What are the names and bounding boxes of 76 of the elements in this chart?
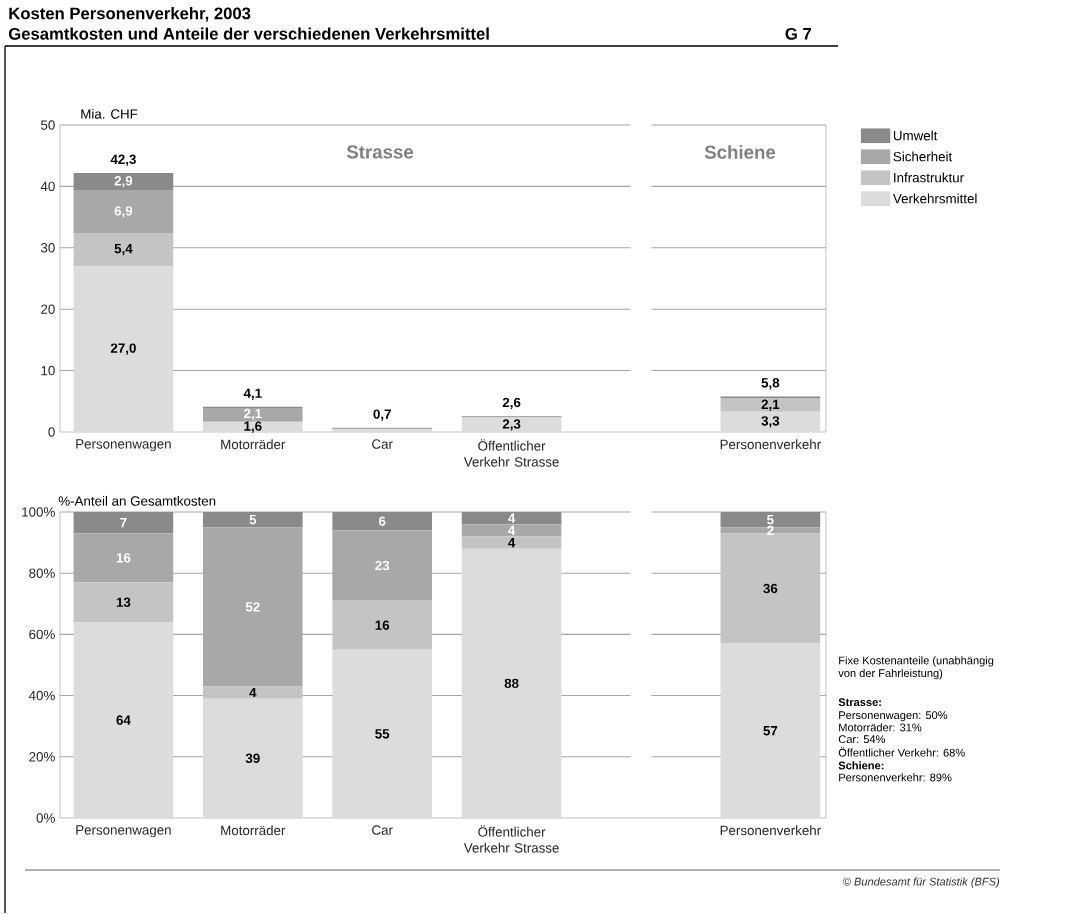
y-tick-label: 80% (29, 568, 55, 579)
data-label: 16 (116, 553, 131, 563)
data-label: 39 (245, 753, 260, 764)
x-tick-label: Personenverkehr (720, 825, 821, 836)
x-tick-label: Motorräder (221, 439, 286, 450)
annotation: Schiene (704, 145, 776, 160)
data-label: 57 (763, 726, 778, 736)
y-tick-label: 20 (41, 304, 55, 315)
data-label: 13 (116, 597, 131, 608)
data-label: 7 (120, 518, 127, 528)
y-axis-title: %-Anteil an Gesamtkosten (58, 496, 216, 506)
data-label: 2 (767, 525, 774, 536)
data-label: 88 (504, 678, 519, 689)
data-label: 2,1 (761, 399, 780, 412)
text: Öffentlicher Verkehr: 68% (838, 747, 965, 757)
text: Car: 54% (838, 735, 886, 744)
x-tick-label: Personenwagen (76, 825, 171, 838)
y-tick-label: 0% (36, 813, 55, 823)
data-label: 36 (763, 583, 778, 594)
legend-label: Verkehrsmittel (892, 193, 977, 204)
data-label: 64 (116, 715, 131, 725)
x-tick-label: Personenwagen (76, 439, 171, 452)
total-label: 0,7 (373, 409, 391, 421)
data-label: 55 (375, 729, 390, 739)
data-label: 2,9 (114, 176, 133, 188)
text: Fixe Kostenanteile (unabhängig von der Fahrleistung) (838, 656, 994, 680)
chart-subtitle: Gesamtkosten und Anteile der verschiedenen Verkehrsmittel (8, 27, 489, 40)
text: Strasse: (838, 698, 881, 707)
data-label: 27,0 (110, 343, 136, 355)
total-label: 4,1 (243, 388, 262, 401)
y-axis-title: Mia. CHF (81, 109, 138, 119)
x-tick-label: Car (372, 825, 393, 835)
data-label: 3,3 (761, 416, 780, 428)
data-label: 6,9 (114, 206, 133, 218)
legend-label: Umwelt (893, 130, 938, 141)
data-label: 23 (375, 560, 390, 571)
data-label: 6 (378, 516, 386, 527)
text: G 7 (785, 28, 811, 40)
text: Schiene: (838, 761, 884, 770)
x-tick-label: Motorräder (221, 825, 286, 836)
text: Motorräder: 31% (839, 723, 922, 732)
data-label: 4 (249, 688, 257, 698)
data-label: 4 (508, 538, 516, 548)
y-tick-label: 30 (40, 243, 55, 253)
y-tick-label: 20% (29, 752, 55, 762)
x-tick-label: Personenverkehr (720, 439, 821, 450)
data-label: 16 (375, 620, 390, 631)
y-tick-label: 100% (22, 507, 55, 517)
text: © Bundesamt für Statistik (BFS) (843, 877, 1000, 888)
x-tick-label: Öffentlicher Verkehr Strasse (463, 439, 559, 467)
total-label: 2,6 (502, 397, 521, 410)
data-label: 2,3 (502, 419, 521, 431)
legend-label: Infrastruktur (894, 172, 964, 183)
chart-title: Kosten Personenverkehr, 2003 (9, 7, 251, 22)
data-label: 5 (249, 515, 257, 525)
text: Personenverkehr: 89% (839, 773, 952, 782)
data-label: 5,4 (114, 244, 133, 256)
data-label: 52 (245, 602, 260, 612)
annotation: Strasse (346, 145, 414, 159)
y-tick-label: 40 (40, 181, 55, 192)
total-label: 42,3 (110, 154, 136, 167)
data-label: 4 (508, 525, 516, 536)
data-label: 2,1 (243, 408, 262, 421)
x-tick-label: Öffentlicher Verkehr Strasse (463, 825, 559, 853)
y-tick-label: 0 (48, 427, 55, 437)
x-tick-label: Car (372, 439, 393, 449)
data-label: 1,6 (244, 421, 262, 433)
text: Personenwagen: 50% (839, 711, 948, 722)
data-label: 5 (767, 515, 774, 525)
y-tick-label: 50 (41, 120, 55, 130)
y-tick-label: 60% (29, 629, 55, 640)
y-tick-label: 40% (28, 691, 55, 701)
data-label: 4 (508, 513, 516, 523)
y-tick-label: 10 (41, 366, 55, 376)
legend-label: Sicherheit (893, 151, 953, 162)
total-label: 5,8 (761, 378, 780, 390)
